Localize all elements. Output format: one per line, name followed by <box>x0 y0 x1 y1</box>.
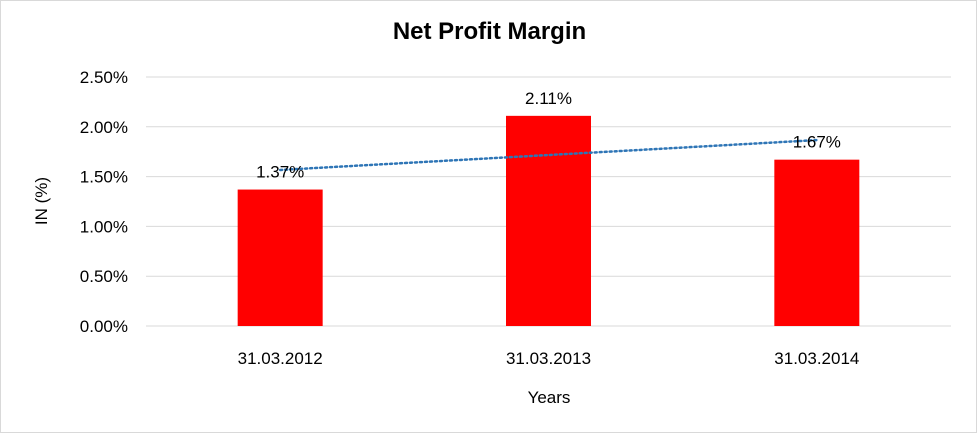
data-labels: 1.37% 2.11% 1.67% <box>256 89 841 182</box>
bar <box>506 115 591 327</box>
bars <box>237 115 860 327</box>
y-tick-label: 2.50% <box>80 68 128 87</box>
y-tick-label: 1.00% <box>80 217 128 236</box>
bar <box>237 189 323 326</box>
data-label: 1.67% <box>793 133 841 152</box>
y-tick-label: 0.50% <box>80 267 128 286</box>
bar <box>774 159 860 326</box>
y-tick-label: 2.00% <box>80 118 128 137</box>
data-label: 2.11% <box>525 89 572 108</box>
trendline-group <box>278 138 819 172</box>
x-tick-label: 31.03.2012 <box>238 349 323 368</box>
y-tick-label: 0.00% <box>80 317 128 336</box>
chart-title: Net Profit Margin <box>392 18 587 45</box>
trendline <box>278 138 819 172</box>
y-tick-label: 1.50% <box>80 168 128 187</box>
data-label: 1.37% <box>256 163 304 182</box>
tick-labels: 0.00% 0.50% 1.00% 1.50% 2.00% 2.50% 31.03.2012… <box>80 68 860 368</box>
x-tick-label: 31.03.2013 <box>506 349 591 368</box>
x-axis-label: Years <box>528 388 571 407</box>
x-tick-label: 31.03.2014 <box>774 349 859 368</box>
y-axis-label: IN (%) <box>32 177 51 225</box>
